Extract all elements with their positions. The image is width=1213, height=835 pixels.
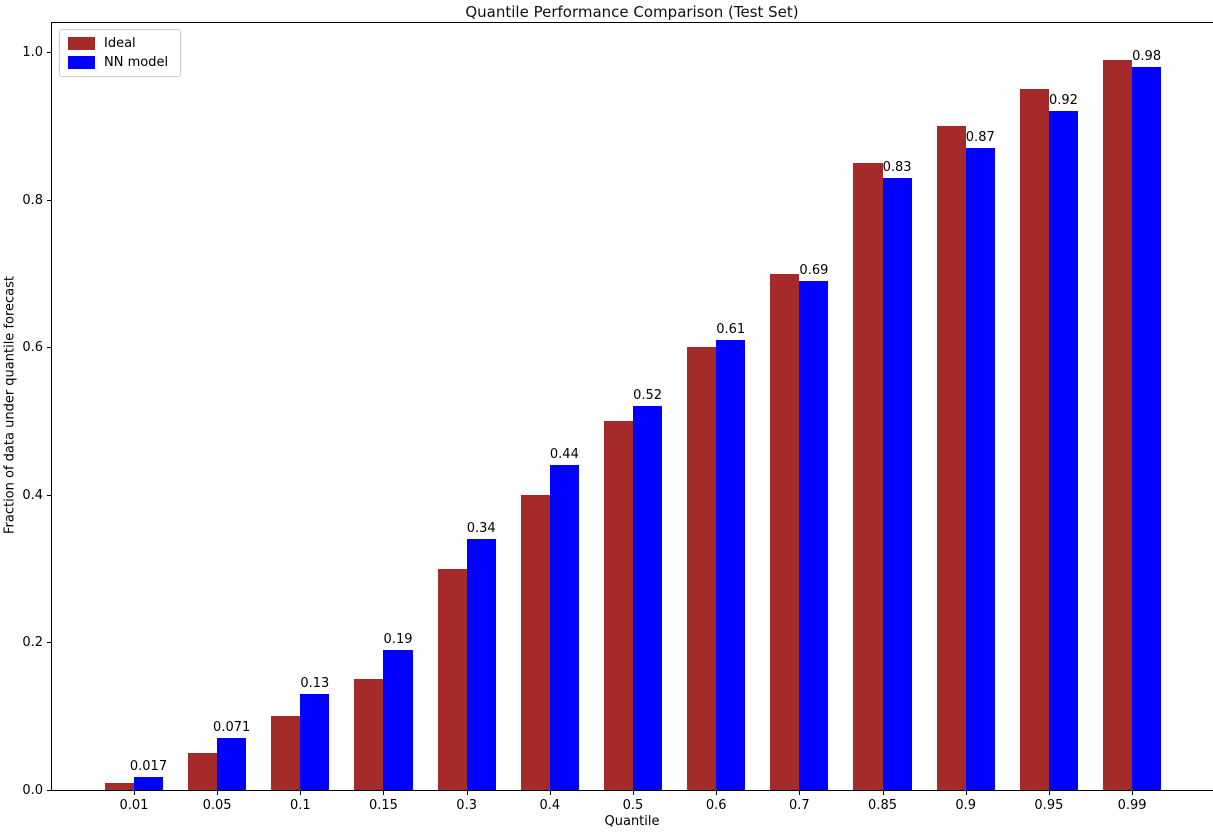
legend-swatch-nn-model [68, 56, 95, 69]
legend-entry-ideal: Ideal [68, 37, 168, 50]
x-tick-mark-0.9 [965, 791, 967, 795]
bar-value-label-0.9: 0.87 [965, 130, 995, 146]
x-tick-label-0.6: 0.6 [705, 798, 727, 813]
y-tick-mark-0.2 [47, 642, 51, 644]
x-tick-mark-0.99 [1132, 791, 1134, 795]
bar-value-label-0.05: 0.071 [213, 719, 251, 735]
x-tick-mark-0.85 [882, 791, 884, 795]
bar-value-label-0.15: 0.19 [383, 631, 413, 647]
x-tick-label-0.3: 0.3 [456, 798, 477, 813]
y-tick-mark-0.4 [47, 494, 51, 496]
bar-nn-model-0.15 [383, 649, 413, 790]
bar-value-label-0.5: 0.52 [633, 388, 663, 404]
y-axis-label: Fraction of data under quantile forecast [2, 275, 18, 535]
bar-nn-model-0.99 [1132, 66, 1162, 790]
x-tick-label-0.1: 0.1 [289, 798, 311, 813]
bar-nn-model-0.6 [716, 339, 746, 790]
bar-nn-model-0.9 [965, 148, 995, 790]
bar-ideal-0.85 [853, 162, 883, 790]
bar-nn-model-0.05 [217, 737, 247, 790]
bar-nn-model-0.7 [799, 280, 829, 790]
y-tick-mark-0.8 [47, 199, 51, 201]
bar-ideal-0.3 [437, 568, 467, 790]
bar-ideal-0.4 [520, 494, 550, 790]
bar-ideal-0.9 [936, 125, 966, 790]
x-tick-label-0.01: 0.01 [119, 798, 149, 813]
bar-nn-model-0.95 [1048, 111, 1078, 790]
plot-area: Ideal NN model 0.017 0.01 0.071 0.05 0.13 0.1… [22, 22, 1213, 812]
y-tick-label-0.6: 0.6 [22, 340, 43, 356]
legend-label-nn-model: NN model [104, 55, 169, 70]
x-tick-label-0.4: 0.4 [539, 798, 561, 813]
bar-nn-model-0.5 [633, 406, 663, 790]
bar-value-label-0.01: 0.017 [129, 759, 168, 775]
bar-value-label-0.99: 0.98 [1132, 48, 1162, 64]
bar-nn-model-0.4 [549, 465, 579, 790]
y-tick-label-0.2: 0.2 [22, 635, 43, 651]
bar-nn-model-0.1 [300, 694, 330, 790]
y-tick-mark-0.0 [47, 790, 51, 791]
bar-value-label-0.95: 0.92 [1048, 93, 1078, 109]
x-tick-label-0.9: 0.9 [955, 798, 977, 813]
bar-nn-model-0.85 [882, 177, 912, 790]
x-tick-mark-0.01 [133, 791, 135, 795]
y-tick-label-0.8: 0.8 [22, 192, 43, 208]
bar-value-label-0.6: 0.61 [716, 321, 746, 337]
bar-nn-model-0.01 [133, 777, 164, 790]
bar-value-label-0.7: 0.69 [799, 262, 829, 278]
x-tick-mark-0.1 [300, 791, 302, 795]
bar-value-label-0.4: 0.44 [549, 447, 579, 463]
x-tick-mark-0.5 [633, 791, 634, 795]
bar-ideal-0.99 [1102, 59, 1133, 790]
y-tick-label-0.4: 0.4 [22, 487, 43, 503]
bar-ideal-0.7 [770, 273, 800, 790]
x-tick-label-0.99: 0.99 [1117, 798, 1147, 813]
x-tick-label-0.5: 0.5 [622, 798, 644, 813]
y-tick-label-1.0: 1.0 [22, 45, 43, 61]
y-tick-mark-1.0 [47, 52, 51, 54]
x-tick-mark-0.05 [217, 791, 219, 795]
x-tick-label-0.95: 0.95 [1034, 798, 1064, 813]
x-tick-mark-0.15 [383, 791, 385, 795]
x-tick-mark-0.7 [799, 791, 801, 795]
x-tick-mark-0.4 [549, 791, 551, 795]
x-tick-mark-0.6 [716, 791, 718, 795]
x-tick-mark-0.95 [1048, 791, 1050, 795]
bar-ideal-0.95 [1019, 89, 1049, 790]
bar-ideal-0.01 [104, 782, 134, 790]
x-tick-mark-0.3 [466, 791, 468, 795]
y-tick-label-0.0: 0.0 [22, 783, 43, 798]
legend-label-ideal: Ideal [104, 36, 136, 51]
bar-value-label-0.85: 0.83 [882, 159, 912, 175]
bar-ideal-0.5 [603, 421, 633, 790]
bar-value-label-0.1: 0.13 [300, 676, 330, 692]
bar-ideal-0.05 [187, 753, 218, 790]
chart-title: Quantile Performance Comparison (Test Se… [465, 3, 799, 21]
bar-ideal-0.1 [271, 716, 301, 790]
bar-ideal-0.6 [687, 347, 717, 790]
legend: Ideal NN model [59, 29, 182, 77]
x-tick-label-0.05: 0.05 [202, 798, 232, 813]
bar-nn-model-0.3 [466, 539, 496, 790]
bar-ideal-0.15 [354, 679, 384, 790]
bar-value-label-0.3: 0.34 [466, 521, 496, 537]
legend-entry-nn-model: NN model [68, 56, 168, 69]
x-axis-label: Quantile [604, 814, 660, 829]
x-tick-label-0.15: 0.15 [368, 798, 398, 813]
x-tick-label-0.7: 0.7 [789, 798, 810, 813]
y-tick-mark-0.6 [47, 347, 51, 349]
legend-swatch-ideal [68, 37, 95, 50]
x-tick-label-0.85: 0.85 [868, 798, 898, 813]
